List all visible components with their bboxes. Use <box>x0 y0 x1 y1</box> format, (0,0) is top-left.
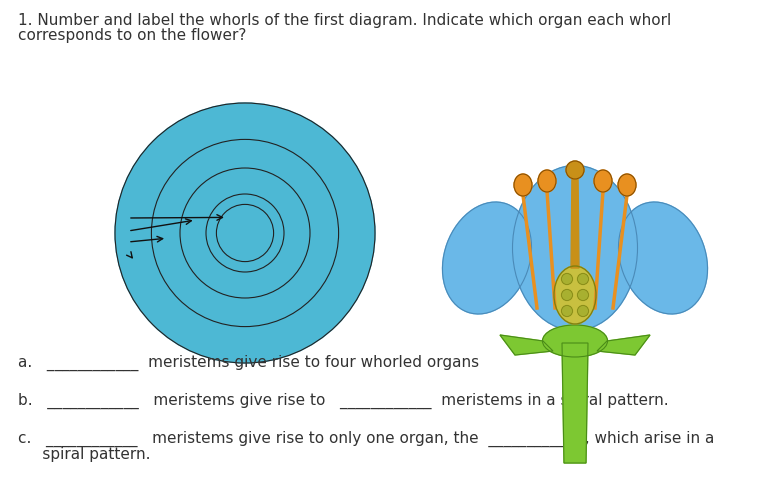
Text: b.   ____________   meristems give rise to   ____________  meristems in a spiral: b. ____________ meristems give rise to _… <box>18 393 669 409</box>
Circle shape <box>115 103 375 363</box>
Circle shape <box>562 305 572 316</box>
Ellipse shape <box>543 325 608 357</box>
Ellipse shape <box>514 174 532 196</box>
Circle shape <box>180 168 310 298</box>
Circle shape <box>566 161 584 179</box>
Circle shape <box>577 305 589 316</box>
Circle shape <box>562 290 572 300</box>
Circle shape <box>577 290 589 300</box>
Polygon shape <box>571 173 579 268</box>
Circle shape <box>152 139 339 326</box>
Polygon shape <box>500 335 553 355</box>
Ellipse shape <box>538 170 556 192</box>
Text: a.   ____________  meristems give rise to four whorled organs: a. ____________ meristems give rise to f… <box>18 355 479 371</box>
Ellipse shape <box>554 266 596 324</box>
Ellipse shape <box>618 174 636 196</box>
Text: corresponds to on the flower?: corresponds to on the flower? <box>18 28 246 43</box>
Ellipse shape <box>619 202 708 314</box>
Circle shape <box>216 204 273 262</box>
Ellipse shape <box>443 202 532 314</box>
Ellipse shape <box>594 170 612 192</box>
Text: spiral pattern.: spiral pattern. <box>18 447 151 462</box>
Ellipse shape <box>512 165 637 330</box>
Circle shape <box>206 194 284 272</box>
Polygon shape <box>562 343 588 463</box>
Circle shape <box>577 274 589 285</box>
Circle shape <box>562 274 572 285</box>
Text: 1. Number and label the whorls of the first diagram. Indicate which organ each w: 1. Number and label the whorls of the fi… <box>18 13 671 28</box>
Text: c.   ____________   meristems give rise to only one organ, the  ____________ , w: c. ____________ meristems give rise to o… <box>18 431 715 447</box>
Polygon shape <box>597 335 650 355</box>
